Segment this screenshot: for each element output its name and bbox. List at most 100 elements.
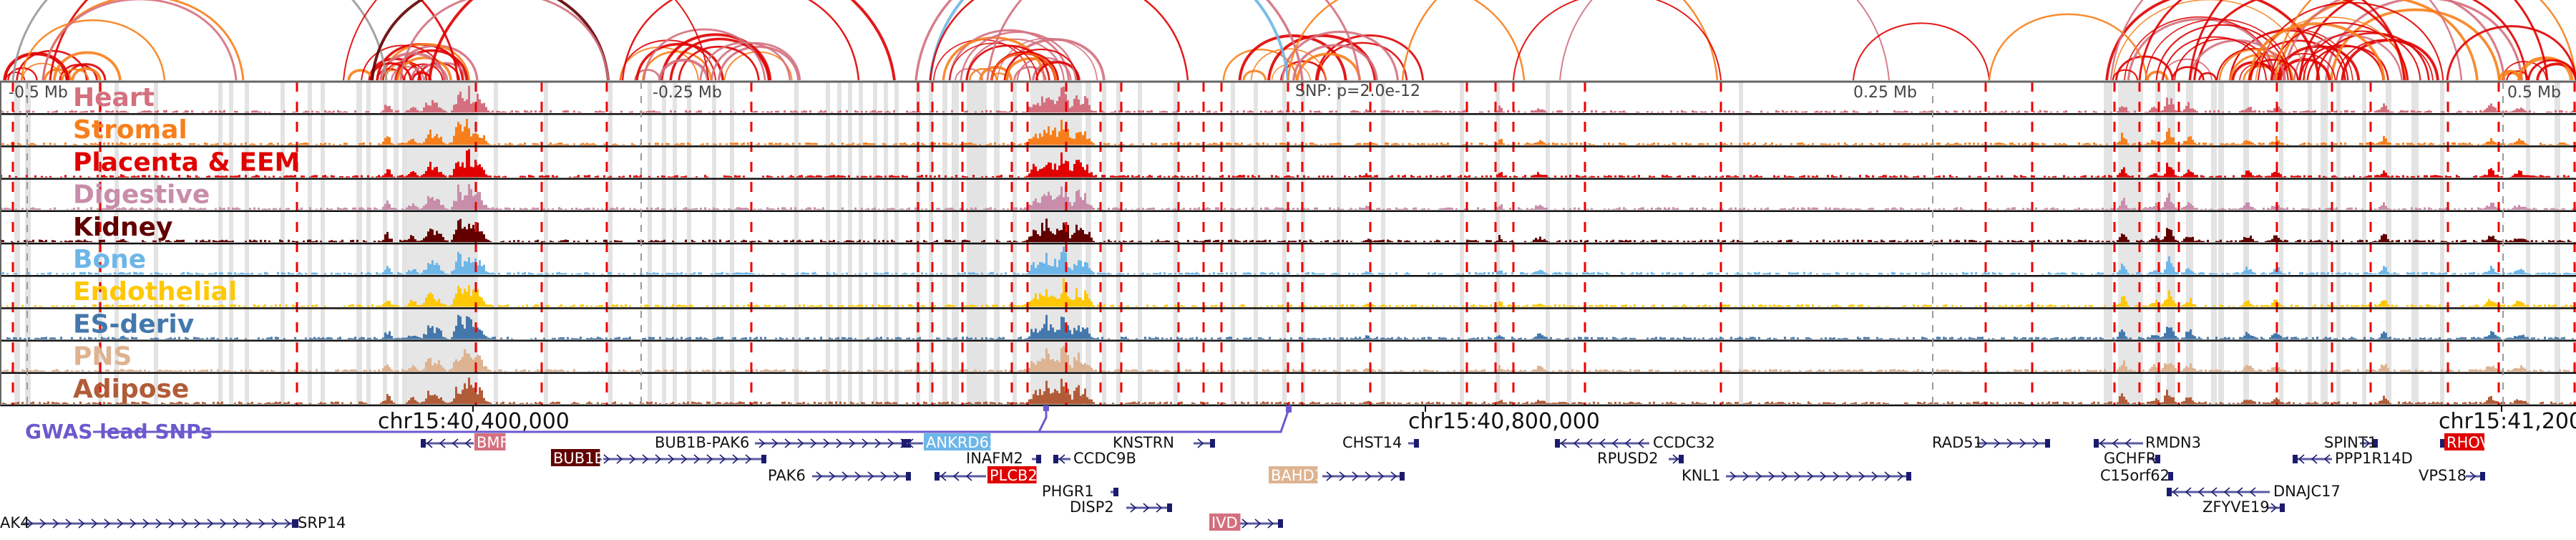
chromatin-loop-arc [59, 64, 98, 81]
track-label-pns: PNS [73, 342, 132, 372]
chromatin-loop-arc [660, 33, 772, 81]
strand-arrow-icon [1352, 471, 1359, 481]
gene-exon [2155, 455, 2160, 463]
strand-arrow-icon [771, 438, 779, 448]
strand-arrow-icon [464, 438, 472, 448]
chromatin-loop-arc [1853, 22, 1990, 81]
strand-arrow-icon [816, 471, 823, 481]
gene-exon [2045, 439, 2050, 448]
strand-arrow-icon [810, 438, 817, 448]
gene-exon [2094, 439, 2099, 448]
gene-bmf: BMF [421, 433, 509, 451]
strand-arrow-icon [2363, 438, 2371, 448]
strand-arrow-icon [168, 519, 175, 529]
gene-label: BMF [477, 434, 509, 451]
strand-arrow-icon [758, 438, 766, 448]
chromatin-loop-arc [1003, 49, 1079, 81]
strand-arrow-icon [207, 519, 214, 529]
gwas-snp-marker [1286, 405, 1292, 413]
strand-arrow-icon [439, 438, 446, 448]
gene-label: DISP2 [1070, 498, 1114, 516]
gene-exon [293, 519, 298, 528]
strand-arrow-icon [2323, 454, 2331, 464]
track-label-digestive: Digestive [73, 180, 210, 210]
gene-rpusd2: RPUSD2 [1597, 450, 1684, 467]
gene-exon [1679, 455, 1684, 463]
chromatin-loop-arc [2325, 0, 2524, 81]
strand-arrow-icon [829, 471, 836, 481]
chromatin-loop-arc [643, 28, 766, 81]
gene-ankrd63: ANKRD63 [902, 433, 998, 451]
gene-label: PPP1R14D [2335, 450, 2413, 467]
strand-arrow-icon [1845, 471, 1853, 481]
strand-arrow-icon [965, 471, 972, 481]
gene-label: SPINT1 [2324, 434, 2377, 451]
gene-dnajc17: DNAJC17 [2167, 483, 2341, 500]
strand-arrow-icon [142, 519, 150, 529]
chromatin-loop-arc [20, 19, 166, 81]
strand-arrow-icon [1560, 438, 1567, 448]
strand-arrow-icon [2197, 487, 2205, 497]
strand-arrow-icon [2210, 487, 2218, 497]
strand-arrow-icon [117, 519, 124, 529]
gene-bahd1: BAHD1 [1269, 466, 1405, 484]
chromatin-loop-arc [1242, 69, 1267, 81]
gwas-snp-marker [1043, 405, 1049, 411]
strand-arrow-icon [907, 438, 914, 448]
gene-bub1b: BUB1B [551, 449, 766, 467]
strand-arrow-icon [1130, 503, 1137, 513]
gene-exon [2373, 439, 2378, 448]
strand-arrow-icon [1365, 471, 1372, 481]
strand-arrow-icon [2099, 438, 2106, 448]
axis-tick-label: -0.5 Mb [9, 84, 68, 102]
signal-tracks [0, 85, 2576, 404]
gene-rhov: RHOV [2440, 433, 2491, 451]
axis-tick-label: -0.25 Mb [653, 84, 722, 102]
strand-arrow-icon [1143, 503, 1150, 513]
track-frames [0, 80, 2576, 407]
strand-arrow-icon [1377, 471, 1385, 481]
strand-arrow-icon [1267, 519, 1274, 529]
strand-arrow-icon [880, 471, 887, 481]
chromatin-loop-arc [2282, 0, 2506, 81]
gene-exon [2167, 488, 2172, 496]
gene-exon [2480, 472, 2485, 481]
strand-arrow-icon [823, 438, 830, 448]
strand-arrow-icon [2172, 487, 2179, 497]
strand-arrow-icon [706, 454, 713, 464]
chromatin-loop-arc [2188, 0, 2549, 81]
chromatin-loop-arc [2174, 38, 2274, 81]
gene-ak4: AK4 [0, 514, 297, 531]
chromatin-loop-arc [410, 64, 449, 81]
chromatin-loop-arc [1988, 13, 2148, 81]
chromatin-loop-arc [391, 66, 425, 81]
strand-arrow-icon [1897, 471, 1904, 481]
strand-arrow-icon [874, 438, 882, 448]
strand-arrow-icon [629, 454, 636, 464]
gene-rad51: RAD51 [1932, 434, 2050, 451]
strand-arrow-icon [1672, 454, 1679, 464]
strand-arrow-icon [26, 519, 34, 529]
strand-arrow-icon [1833, 471, 1840, 481]
strand-arrow-icon [1156, 503, 1163, 513]
gene-label: RHOV [2446, 434, 2491, 451]
gene-label: KNL1 [1682, 467, 1721, 484]
chromatin-loop-arc [49, 0, 459, 81]
gene-exon [2293, 455, 2298, 463]
chromatin-loop-arc [61, 68, 89, 81]
chromatin-loop-arc [2248, 59, 2299, 81]
gene-label: GCHFR [2104, 450, 2156, 467]
strand-arrow-icon [2006, 438, 2014, 448]
chromatin-loop-arc [2255, 16, 2407, 81]
strand-arrow-icon [271, 519, 278, 529]
strand-arrow-icon [2032, 438, 2039, 448]
strand-arrow-icon [194, 519, 201, 529]
chromatin-loop-arc [968, 68, 998, 81]
gene-label: C15orf62 [2100, 467, 2170, 484]
strand-arrow-icon [91, 519, 98, 529]
gene-knstrn: KNSTRN [1113, 434, 1215, 451]
gene-label: ZFYVE19 [2202, 498, 2270, 516]
strand-arrow-icon [1755, 471, 1762, 481]
chromatin-loop-arc [2229, 53, 2293, 81]
chromatin-loop-arc [621, 0, 860, 81]
